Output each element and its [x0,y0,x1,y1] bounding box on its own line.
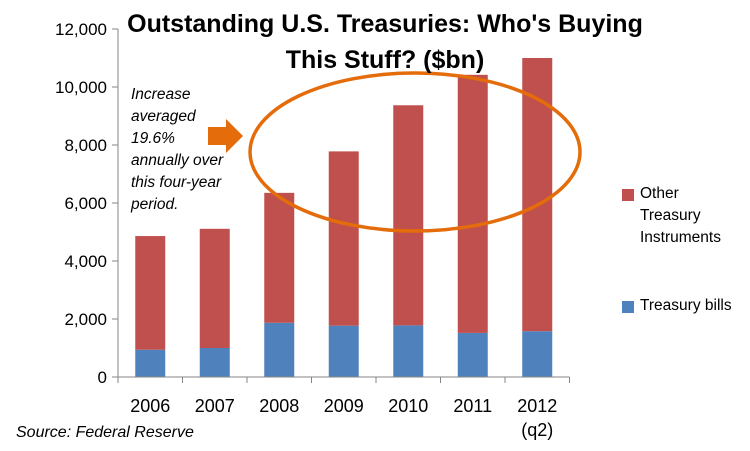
annotation-line: 19.6% [131,130,175,147]
highlight-ellipse [248,71,582,233]
legend-label-line: Treasury bills [640,297,732,314]
bar-segment-other-instruments-2008 [264,192,295,323]
chart-title-line-2: This Stuff? ($bn) [285,46,485,74]
arrow-right-icon [208,119,243,153]
x-tick-label: 2011 [453,396,492,416]
y-axis: 0 2,000 4,000 6,000 8,000 10,000 12,000 [55,20,119,387]
x-tick-label: 2012 [517,396,557,416]
x-tick-label: 2010 [388,396,428,416]
growth-annotation: Increase averaged 19.6% annually over th… [131,84,241,216]
chart-title: Outstanding U.S. Treasuries: Who's Buyin… [120,6,650,78]
bar-segment-treasury-bills-2012 [522,331,553,377]
annotation-line: averaged [131,108,196,125]
x-axis: 2006 2007 2008 2009 2010 2011 2012 (q2) [117,376,570,440]
legend-swatch-treasury-bills [622,301,634,313]
annotation-line: period. [131,196,179,213]
chart-title-line-1: Outstanding U.S. Treasuries: Who's Buyin… [127,10,643,38]
bar-segment-treasury-bills-2010 [393,325,424,377]
y-tick-label: 4,000 [64,252,107,271]
source-note: Source: Federal Reserve [16,424,194,441]
bar-segment-other-instruments-2010 [393,105,424,326]
annotation-line: this four-year [131,174,222,191]
bar-segment-other-instruments-2006 [135,236,166,350]
y-tick-label: 2,000 [64,310,107,329]
x-tick-label: 2009 [324,396,364,416]
x-tick-label: 2006 [130,396,170,416]
y-tick-label: 10,000 [55,78,107,97]
bar-segment-treasury-bills-2009 [328,325,359,377]
annotation-shapes [208,71,582,233]
y-tick-label: 6,000 [64,194,107,213]
bar-segment-treasury-bills-2008 [264,322,295,377]
bar-segment-treasury-bills-2006 [135,349,166,377]
legend-label-line: Instruments [640,229,721,246]
legend-label-line: Treasury [640,207,701,224]
bar-segment-treasury-bills-2007 [199,348,230,377]
bars [135,58,553,377]
legend-swatch-other-instruments [622,189,634,201]
x-tick-sublabel: (q2) [521,420,553,440]
bar-segment-other-instruments-2009 [328,151,359,326]
bar-segment-other-instruments-2007 [199,228,230,348]
y-tick-label: 12,000 [55,20,107,39]
annotation-line: Increase [131,86,191,103]
bar-segment-other-instruments-2011 [457,74,488,333]
legend-label-line: Other [640,185,679,202]
annotation-line: annually over [131,152,224,169]
x-tick-label: 2008 [259,396,299,416]
bar-segment-treasury-bills-2011 [457,332,488,377]
y-tick-label: 8,000 [64,136,107,155]
y-tick-label: 0 [98,368,107,387]
x-tick-label: 2007 [195,396,235,416]
